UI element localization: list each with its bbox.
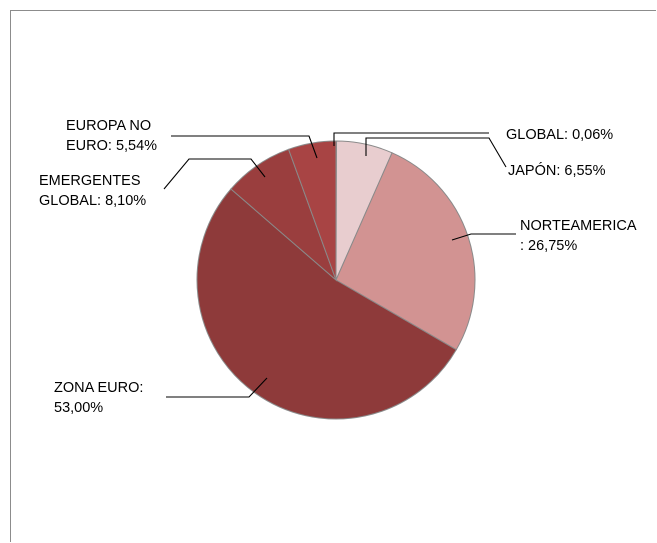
data-label-norteamerica: NORTEAMERICA: 26,75% xyxy=(520,218,637,254)
data-label-global: GLOBAL: 0,06% xyxy=(506,127,613,143)
data-label-europa-no-euro: EUROPA NO EURO: 5,54% xyxy=(66,118,157,154)
leader-line-global xyxy=(333,132,489,146)
leader-line-norteamerica xyxy=(451,233,516,241)
data-label-zona-euro: ZONA EURO: 53,00% xyxy=(54,380,143,416)
data-label-japon: JAPÓN: 6,55% xyxy=(508,162,606,179)
data-label-emergentes-global: EMERGENTES GLOBAL: 8,10% xyxy=(39,173,146,209)
pie-chart: GLOBAL: 0,06% JAPÓN: 6,55% NORTEAMERICA: 2… xyxy=(39,118,637,420)
leader-line-zona-euro xyxy=(166,377,268,398)
leader-line-japon xyxy=(365,137,507,168)
chart-area: GLOBAL: 0,06% JAPÓN: 6,55% NORTEAMERICA: 2… xyxy=(10,10,656,542)
leader-line-emergentes-global xyxy=(163,158,266,190)
leader-line-europa-no-euro xyxy=(171,135,318,159)
pie-slice-zona-euro xyxy=(196,188,457,420)
pie-slice-norteamerica xyxy=(335,152,476,351)
